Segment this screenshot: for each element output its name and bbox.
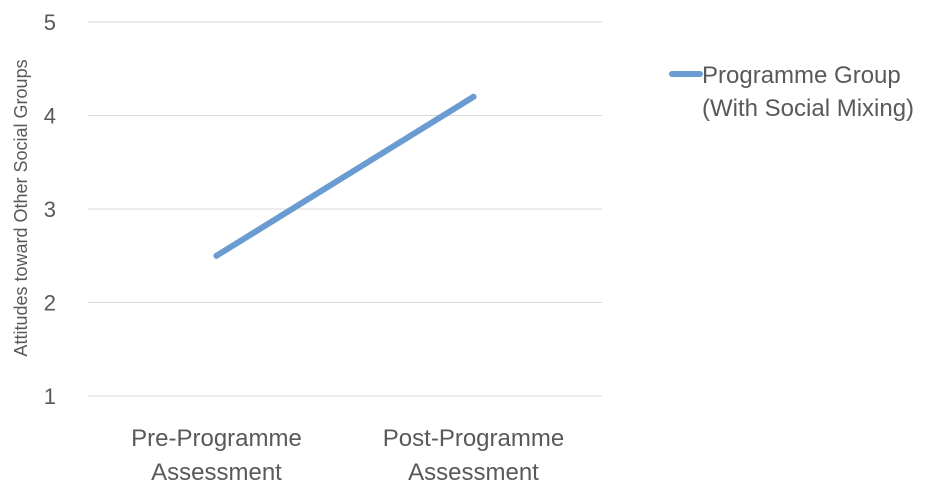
legend: Programme Group (With Social Mixing)	[669, 62, 914, 122]
x-category-labels: Pre-Programme Assessment Post-Programme Ass…	[131, 425, 564, 485]
y-tick-label-3: 3	[44, 197, 56, 222]
series-lines	[213, 93, 477, 259]
y-tick-labels: 1 2 3 4 5	[44, 10, 56, 409]
y-tick-label-2: 2	[44, 291, 56, 316]
y-tick-label-1: 1	[44, 384, 56, 409]
y-tick-label-5: 5	[44, 10, 56, 35]
x-category-label-0: Pre-Programme Assessment	[131, 425, 302, 485]
x-category-label-1: Post-Programme Assessment	[383, 425, 564, 485]
gridlines	[88, 21, 602, 397]
data-point-0-1	[470, 93, 477, 100]
y-tick-label-4: 4	[44, 104, 56, 129]
series-line-0	[213, 93, 477, 259]
legend-label-0: Programme Group (With Social Mixing)	[702, 62, 914, 122]
data-point-0-0	[213, 252, 220, 259]
y-axis-label: Attitudes toward Other Social Groups	[11, 59, 31, 356]
